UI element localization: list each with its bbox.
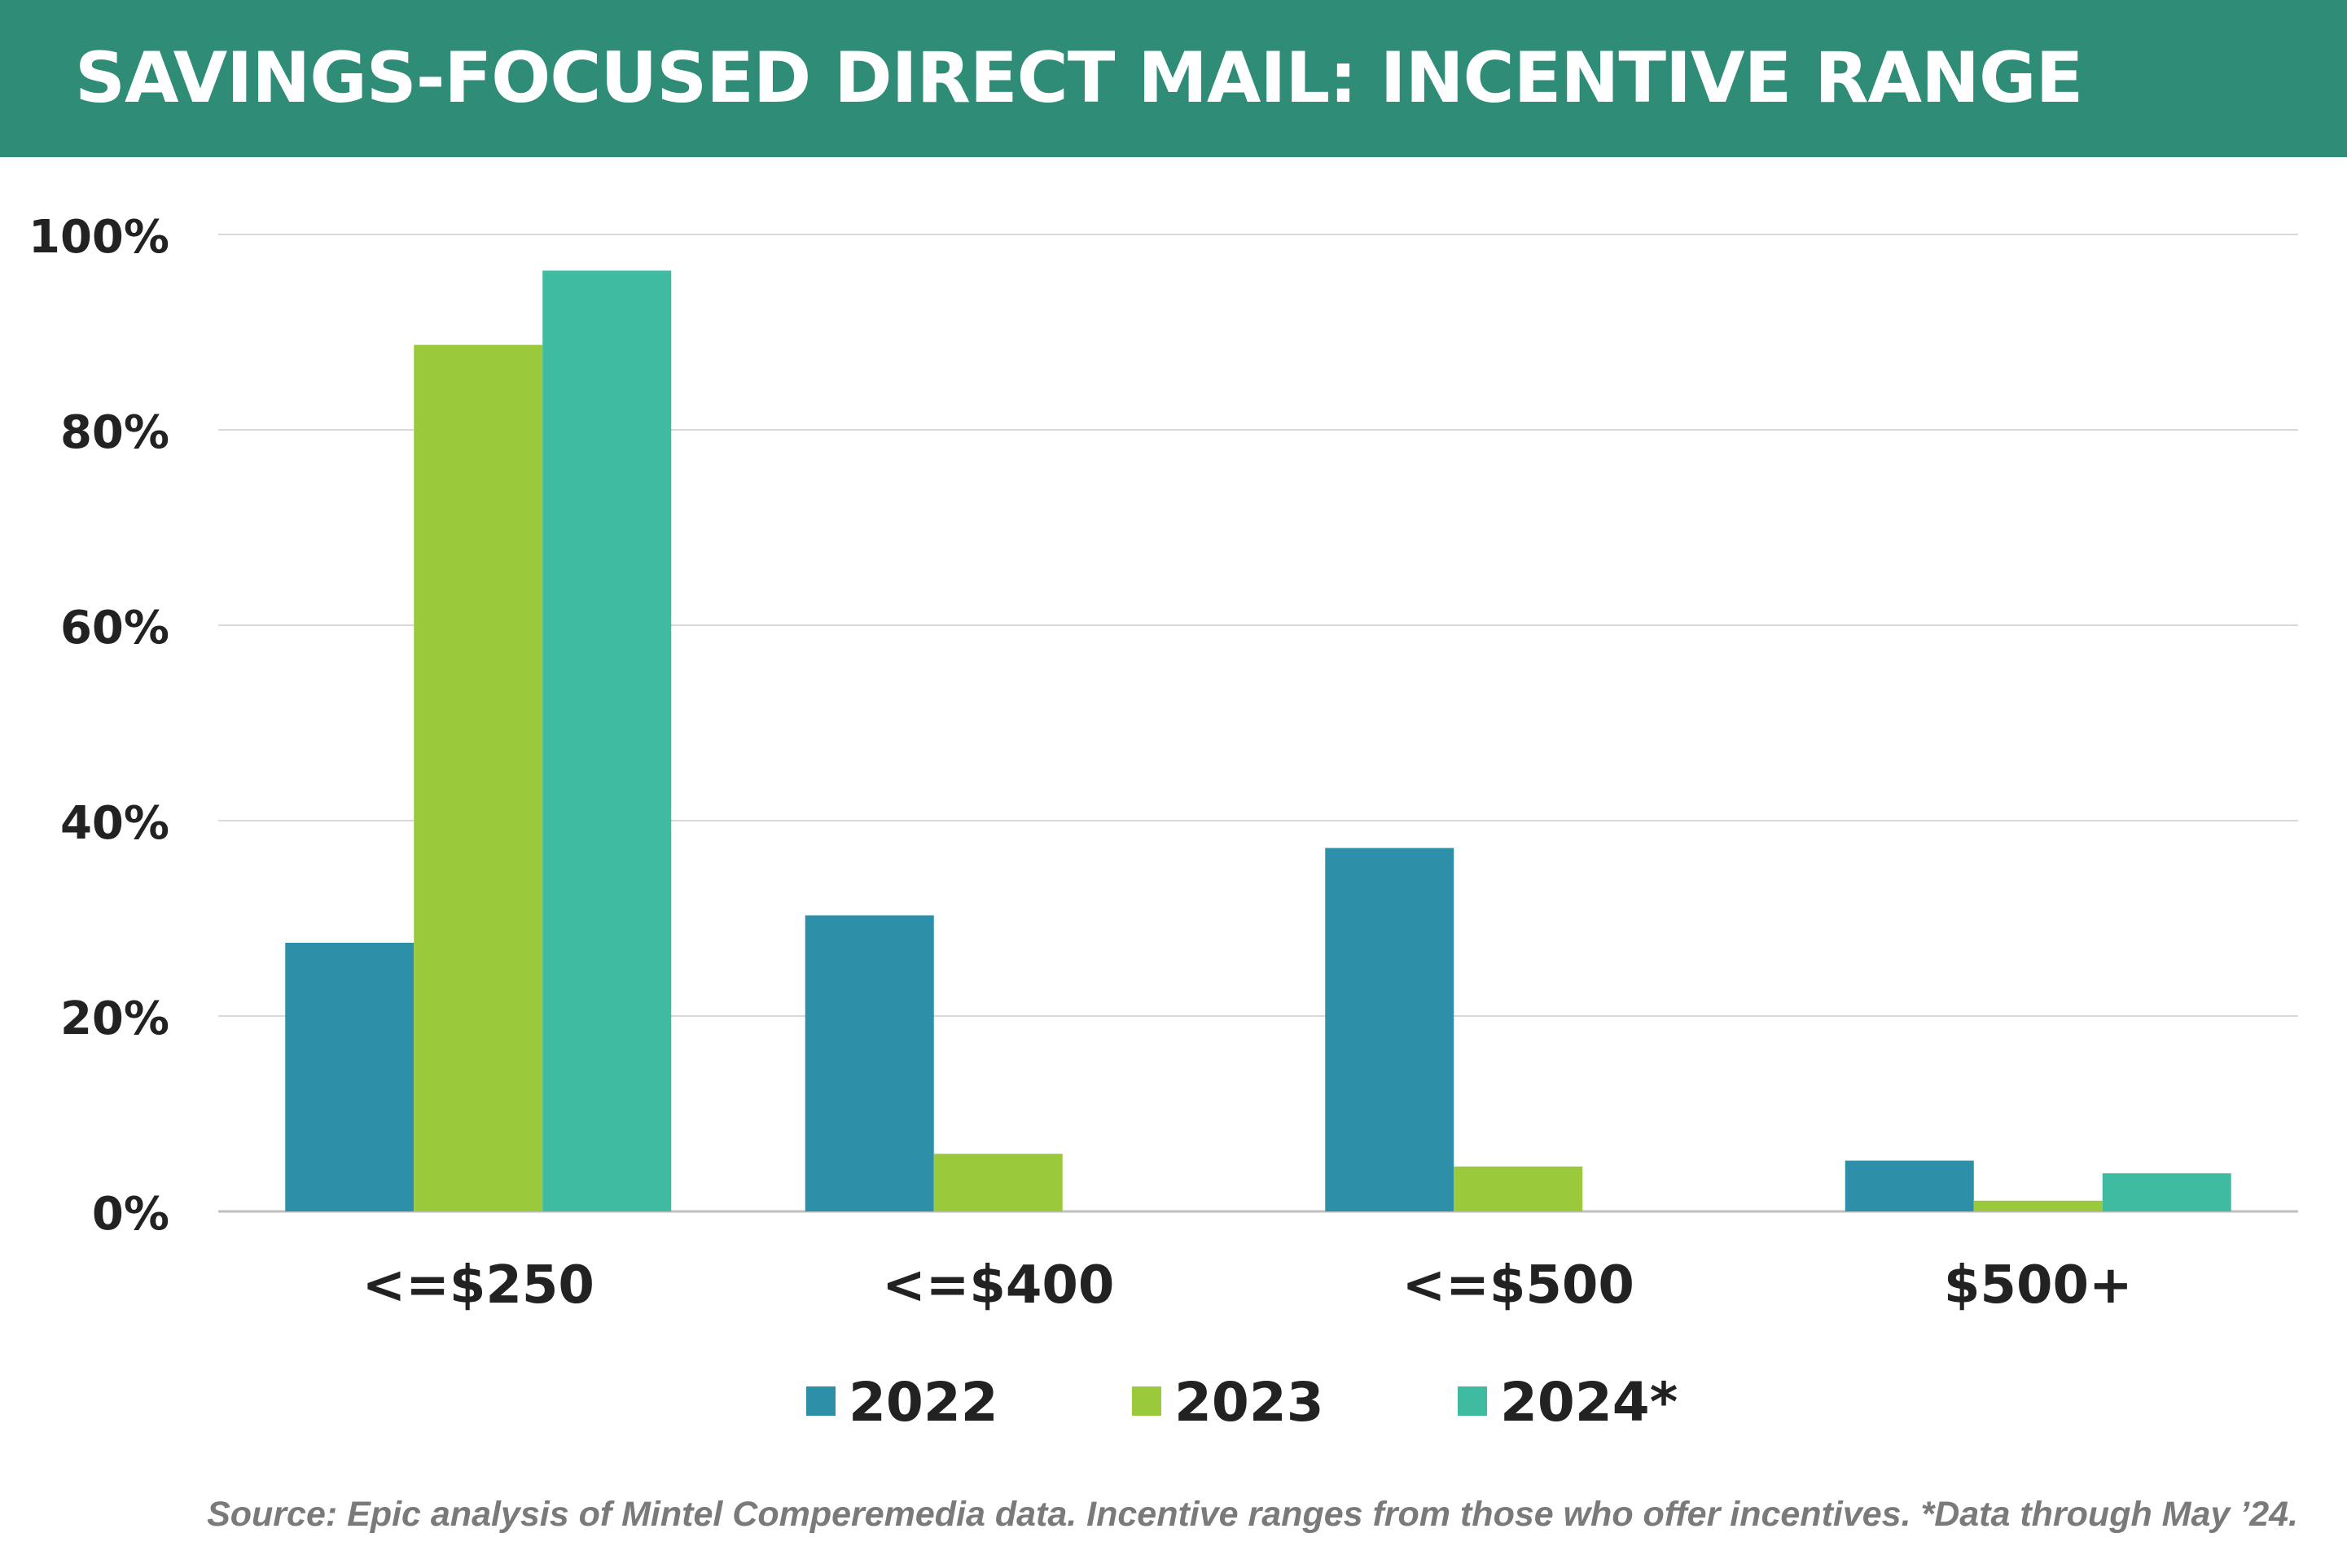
- legend-label: 2024*: [1500, 1371, 1678, 1434]
- bar: [414, 344, 543, 1212]
- y-tick-label: 20%: [60, 992, 169, 1045]
- title-banner: SAVINGS-FOCUSED DIRECT MAIL: INCENTIVE R…: [0, 0, 2347, 157]
- bar: [1845, 1160, 1974, 1211]
- legend-swatch: [806, 1386, 836, 1416]
- bar: [2102, 1173, 2231, 1211]
- y-tick-label: 80%: [60, 406, 169, 459]
- bar: [1973, 1200, 2103, 1211]
- legend-swatch: [1132, 1386, 1161, 1416]
- y-tick-label: 60%: [60, 602, 169, 655]
- y-tick-label: 100%: [29, 211, 169, 264]
- legend-label: 2023: [1174, 1371, 1324, 1434]
- x-tick-label: <=$500: [1402, 1255, 1634, 1316]
- bar: [933, 1154, 1063, 1211]
- x-tick-label: <=$250: [362, 1255, 594, 1316]
- bar: [1454, 1166, 1583, 1211]
- page-title: SAVINGS-FOCUSED DIRECT MAIL: INCENTIVE R…: [75, 37, 2083, 119]
- y-tick-label: 0%: [92, 1188, 169, 1241]
- bar: [1325, 848, 1454, 1211]
- bar: [805, 915, 934, 1211]
- x-tick-label: $500+: [1944, 1255, 2133, 1316]
- bar: [285, 943, 415, 1211]
- legend-swatch: [1458, 1386, 1487, 1416]
- x-tick-label: <=$400: [882, 1255, 1114, 1316]
- legend-label: 2022: [849, 1371, 998, 1434]
- bar: [542, 270, 672, 1211]
- source-note: Source: Epic analysis of Mintel Comperem…: [207, 1495, 2298, 1534]
- y-tick-label: 40%: [60, 797, 169, 850]
